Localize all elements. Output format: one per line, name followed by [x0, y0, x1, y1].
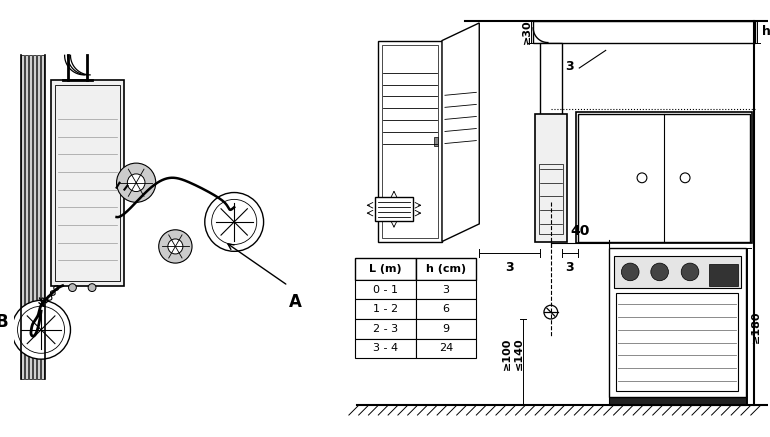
Bar [576, 112, 752, 243]
Bar [416, 299, 477, 319]
Bar [355, 258, 416, 280]
Bar [41, 55, 44, 379]
Bar [22, 55, 25, 379]
Text: 3 - 4: 3 - 4 [373, 343, 398, 354]
Bar [416, 319, 477, 339]
Bar [533, 21, 755, 42]
Circle shape [88, 284, 96, 291]
Text: 9: 9 [443, 324, 450, 334]
Bar [55, 85, 120, 281]
Text: A: A [289, 292, 301, 311]
Text: 3: 3 [565, 60, 574, 73]
Bar [33, 55, 36, 379]
Circle shape [127, 174, 145, 191]
Bar [539, 163, 563, 234]
Text: 1 - 2: 1 - 2 [373, 304, 398, 314]
Circle shape [12, 300, 71, 359]
Bar [375, 198, 413, 221]
Bar [608, 397, 746, 405]
Bar [416, 280, 477, 299]
Text: B: B [0, 313, 8, 331]
Bar [540, 42, 561, 202]
Bar [355, 280, 416, 299]
Text: 0 - 1: 0 - 1 [373, 284, 397, 295]
Text: ≥100: ≥100 [502, 338, 512, 370]
Text: L (m): L (m) [369, 264, 401, 274]
Bar [416, 339, 477, 358]
Bar [378, 41, 442, 242]
Text: 40: 40 [570, 224, 589, 238]
Circle shape [681, 263, 699, 281]
Bar [25, 55, 28, 379]
Text: h: h [762, 25, 770, 38]
Bar [608, 248, 746, 397]
Bar [29, 55, 32, 379]
Text: 2 - 3: 2 - 3 [373, 324, 398, 334]
Circle shape [651, 263, 668, 281]
Text: h (cm): h (cm) [426, 264, 466, 274]
Text: 3: 3 [443, 284, 450, 295]
Bar [355, 299, 416, 319]
Circle shape [621, 263, 639, 281]
Bar [416, 258, 477, 280]
Bar [37, 55, 40, 379]
Text: 3: 3 [505, 261, 514, 274]
Circle shape [205, 193, 263, 251]
Text: 3: 3 [566, 261, 574, 274]
Bar [434, 137, 438, 146]
Circle shape [69, 284, 76, 291]
Bar [708, 264, 738, 286]
Text: ≤140: ≤140 [514, 337, 524, 370]
Polygon shape [442, 23, 479, 242]
Bar [382, 45, 438, 238]
Bar [617, 292, 738, 391]
Bar [355, 339, 416, 358]
Text: ≥180: ≥180 [751, 311, 761, 343]
Bar [578, 114, 750, 242]
Bar [535, 114, 567, 242]
Bar [614, 256, 741, 288]
Text: 6: 6 [443, 304, 450, 314]
Bar [51, 80, 125, 286]
Circle shape [116, 163, 156, 202]
Circle shape [168, 239, 182, 254]
Bar [355, 319, 416, 339]
Text: ≥30: ≥30 [522, 19, 532, 44]
Circle shape [159, 230, 192, 263]
Text: 24: 24 [439, 343, 453, 354]
